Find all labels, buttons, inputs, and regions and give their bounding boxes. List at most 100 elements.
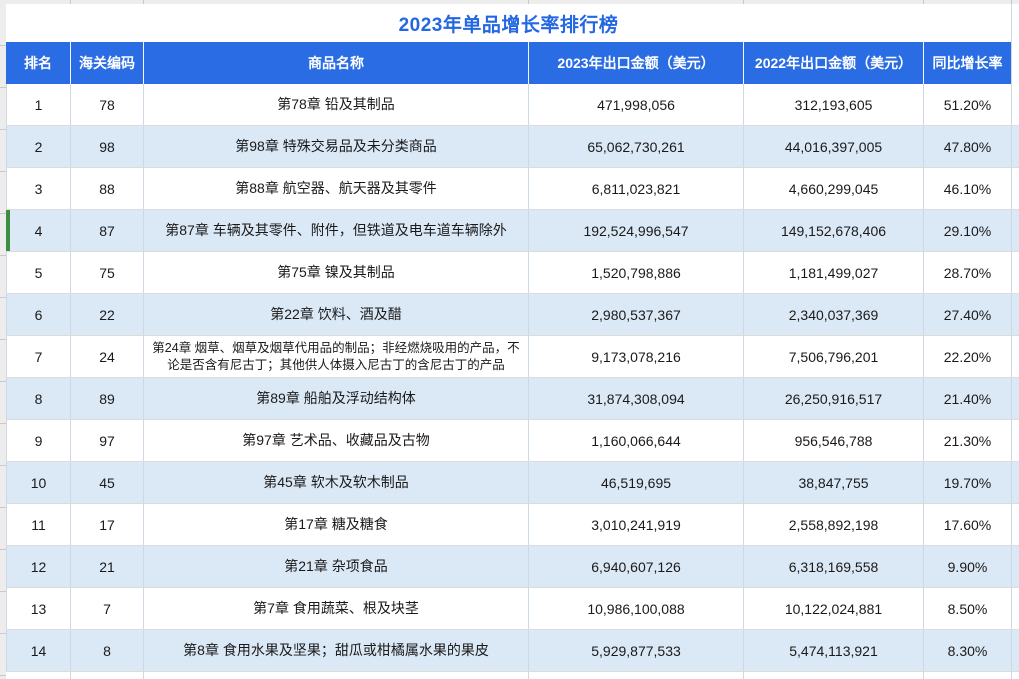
rank-cell[interactable]: 9	[6, 420, 70, 461]
export2023-cell[interactable]: 10,986,100,088	[528, 588, 743, 629]
export2023-cell[interactable]: 6,940,607,126	[528, 546, 743, 587]
table-row[interactable]: 9 97 第97章 艺术品、收藏品及古物 1,160,066,644 956,5…	[6, 420, 1019, 462]
rank-cell[interactable]: 8	[6, 378, 70, 419]
export2023-cell[interactable]: 471,998,056	[528, 84, 743, 125]
export2022-cell[interactable]: 10,122,024,881	[743, 588, 923, 629]
table-row[interactable]: 3 88 第88章 航空器、航天器及其零件 6,811,023,821 4,66…	[6, 168, 1019, 210]
hscode-cell[interactable]: 22	[70, 294, 143, 335]
rank-cell[interactable]: 1	[6, 84, 70, 125]
table-row[interactable]: 13 7 第7章 食用蔬菜、根及块茎 10,986,100,088 10,122…	[6, 588, 1019, 630]
title-row: 2023年单品增长率排行榜	[6, 4, 1019, 42]
table-row[interactable]: 8 89 第89章 船舶及浮动结构体 31,874,308,094 26,250…	[6, 378, 1019, 420]
col-header-export-2023: 2023年出口金额（美元）	[528, 42, 743, 84]
table-row[interactable]: 11 17 第17章 糖及糖食 3,010,241,919 2,558,892,…	[6, 504, 1019, 546]
export2023-cell[interactable]: 192,524,996,547	[528, 210, 743, 251]
growth-cell[interactable]: 22.20%	[923, 336, 1011, 377]
product-cell[interactable]: 第87章 车辆及其零件、附件，但铁道及电车道车辆除外	[143, 210, 528, 251]
hscode-cell[interactable]: 97	[70, 420, 143, 461]
growth-cell[interactable]: 21.30%	[923, 420, 1011, 461]
export2022-cell[interactable]: 2,340,037,369	[743, 294, 923, 335]
rank-cell[interactable]: 2	[6, 126, 70, 167]
product-cell[interactable]: 第21章 杂项食品	[143, 546, 528, 587]
rank-cell[interactable]: 13	[6, 588, 70, 629]
growth-cell[interactable]: 8.30%	[923, 630, 1011, 671]
export2022-cell[interactable]: 5,474,113,921	[743, 630, 923, 671]
hscode-cell[interactable]: 89	[70, 378, 143, 419]
table-row[interactable]: 5 75 第75章 镍及其制品 1,520,798,886 1,181,499,…	[6, 252, 1019, 294]
table-row[interactable]: 1 78 第78章 铅及其制品 471,998,056 312,193,605 …	[6, 84, 1019, 126]
hscode-cell[interactable]: 98	[70, 126, 143, 167]
hscode-cell[interactable]: 7	[70, 588, 143, 629]
rank-cell[interactable]: 4	[6, 210, 70, 251]
hscode-cell[interactable]: 21	[70, 546, 143, 587]
growth-cell[interactable]: 29.10%	[923, 210, 1011, 251]
product-cell[interactable]: 第8章 食用水果及坚果；甜瓜或柑橘属水果的果皮	[143, 630, 528, 671]
rank-cell[interactable]: 10	[6, 462, 70, 503]
growth-cell[interactable]: 21.40%	[923, 378, 1011, 419]
export2022-cell[interactable]: 1,181,499,027	[743, 252, 923, 293]
rank-cell[interactable]: 14	[6, 630, 70, 671]
hscode-cell[interactable]: 8	[70, 630, 143, 671]
rank-cell[interactable]: 7	[6, 336, 70, 377]
export2023-cell[interactable]: 65,062,730,261	[528, 126, 743, 167]
export2023-cell[interactable]: 1,520,798,886	[528, 252, 743, 293]
export2022-cell[interactable]: 149,152,678,406	[743, 210, 923, 251]
export2022-cell[interactable]: 26,250,916,517	[743, 378, 923, 419]
export2023-cell[interactable]: 9,173,078,216	[528, 336, 743, 377]
hscode-cell[interactable]: 24	[70, 336, 143, 377]
product-cell[interactable]: 第97章 艺术品、收藏品及古物	[143, 420, 528, 461]
export2022-cell[interactable]: 2,558,892,198	[743, 504, 923, 545]
export2023-cell[interactable]: 1,160,066,644	[528, 420, 743, 461]
product-cell[interactable]: 第78章 铅及其制品	[143, 84, 528, 125]
growth-cell[interactable]: 46.10%	[923, 168, 1011, 209]
table-row[interactable]: 2 98 第98章 特殊交易品及未分类商品 65,062,730,261 44,…	[6, 126, 1019, 168]
hscode-cell[interactable]: 88	[70, 168, 143, 209]
rank-cell[interactable]: 11	[6, 504, 70, 545]
table-row[interactable]: 6 22 第22章 饮料、酒及醋 2,980,537,367 2,340,037…	[6, 294, 1019, 336]
export2023-cell[interactable]: 2,980,537,367	[528, 294, 743, 335]
export2023-cell[interactable]: 46,519,695	[528, 462, 743, 503]
table-row[interactable]: 12 21 第21章 杂项食品 6,940,607,126 6,318,169,…	[6, 546, 1019, 588]
product-cell[interactable]: 第75章 镍及其制品	[143, 252, 528, 293]
product-cell[interactable]: 第88章 航空器、航天器及其零件	[143, 168, 528, 209]
growth-cell[interactable]: 8.50%	[923, 588, 1011, 629]
hscode-cell[interactable]: 45	[70, 462, 143, 503]
product-cell[interactable]: 第98章 特殊交易品及未分类商品	[143, 126, 528, 167]
export2023-cell[interactable]: 5,929,877,533	[528, 630, 743, 671]
export2022-cell[interactable]: 6,318,169,558	[743, 546, 923, 587]
product-cell[interactable]: 第7章 食用蔬菜、根及块茎	[143, 588, 528, 629]
product-cell[interactable]: 第89章 船舶及浮动结构体	[143, 378, 528, 419]
export2022-cell[interactable]: 7,506,796,201	[743, 336, 923, 377]
export2022-cell[interactable]: 312,193,605	[743, 84, 923, 125]
growth-cell[interactable]: 28.70%	[923, 252, 1011, 293]
rank-cell[interactable]: 5	[6, 252, 70, 293]
growth-cell[interactable]: 51.20%	[923, 84, 1011, 125]
export2023-cell[interactable]: 6,811,023,821	[528, 168, 743, 209]
export2022-cell[interactable]: 4,660,299,045	[743, 168, 923, 209]
product-cell[interactable]: 第24章 烟草、烟草及烟草代用品的制品；非经燃烧吸用的产品，不论是否含有尼古丁；…	[143, 336, 528, 377]
product-cell[interactable]: 第45章 软木及软木制品	[143, 462, 528, 503]
hscode-cell[interactable]: 78	[70, 84, 143, 125]
hscode-cell[interactable]: 87	[70, 210, 143, 251]
hscode-cell[interactable]: 75	[70, 252, 143, 293]
product-cell[interactable]: 第17章 糖及糖食	[143, 504, 528, 545]
export2022-cell[interactable]: 956,546,788	[743, 420, 923, 461]
growth-cell[interactable]: 27.40%	[923, 294, 1011, 335]
export2023-cell[interactable]: 3,010,241,919	[528, 504, 743, 545]
table-row[interactable]: 14 8 第8章 食用水果及坚果；甜瓜或柑橘属水果的果皮 5,929,877,5…	[6, 630, 1019, 672]
growth-cell[interactable]: 17.60%	[923, 504, 1011, 545]
export2022-cell[interactable]: 44,016,397,005	[743, 126, 923, 167]
rank-cell[interactable]: 3	[6, 168, 70, 209]
table-row[interactable]: 10 45 第45章 软木及软木制品 46,519,695 38,847,755…	[6, 462, 1019, 504]
table-row[interactable]: 4 87 第87章 车辆及其零件、附件，但铁道及电车道车辆除外 192,524,…	[6, 210, 1019, 252]
rank-cell[interactable]: 12	[6, 546, 70, 587]
export2023-cell[interactable]: 31,874,308,094	[528, 378, 743, 419]
hscode-cell[interactable]: 17	[70, 504, 143, 545]
table-row[interactable]: 7 24 第24章 烟草、烟草及烟草代用品的制品；非经燃烧吸用的产品，不论是否含…	[6, 336, 1019, 378]
product-cell[interactable]: 第22章 饮料、酒及醋	[143, 294, 528, 335]
rank-cell[interactable]: 6	[6, 294, 70, 335]
growth-cell[interactable]: 9.90%	[923, 546, 1011, 587]
growth-cell[interactable]: 19.70%	[923, 462, 1011, 503]
growth-cell[interactable]: 47.80%	[923, 126, 1011, 167]
export2022-cell[interactable]: 38,847,755	[743, 462, 923, 503]
